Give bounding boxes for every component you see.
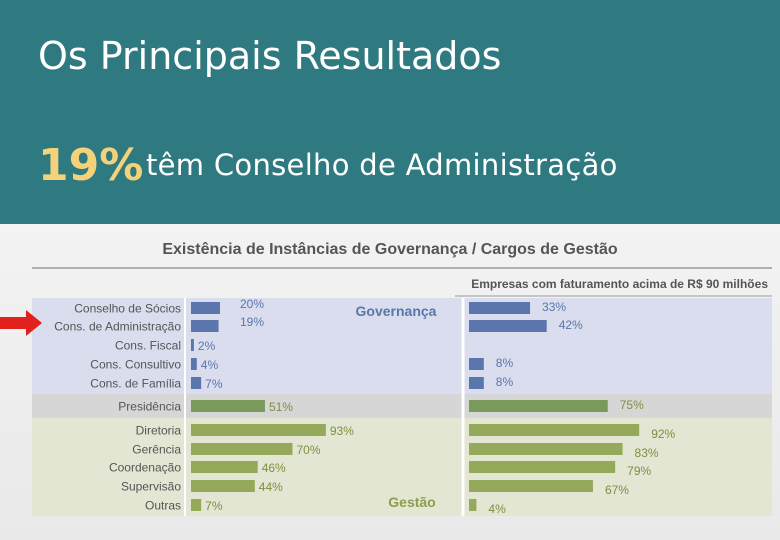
highlight-stat-value: 19% (38, 140, 144, 191)
governance-bar-chart: Existência de Instâncias de Governança /… (32, 241, 772, 516)
bar-all-presidencia (191, 400, 265, 412)
category-label-coordenacao: Coordenação (109, 461, 181, 475)
slide-header: Os Principais Resultados 19% têm Conselh… (0, 0, 780, 224)
governanca-band (32, 298, 772, 394)
data-label-large-cons-de-familia: 8% (496, 375, 514, 389)
data-label-large-supervisao: 67% (605, 483, 629, 497)
bar-all-gerencia (191, 443, 293, 455)
bar-large-conselho-de-socios (469, 302, 531, 314)
gestao-band (32, 418, 772, 516)
data-label-all-diretoria: 93% (330, 424, 354, 438)
category-label-cons-consultivo: Cons. Consultivo (90, 358, 181, 372)
bar-all-diretoria (191, 424, 326, 436)
bar-large-supervisao (469, 480, 593, 492)
highlight-arrow-icon (0, 310, 42, 336)
data-label-large-coordenacao: 79% (627, 464, 651, 478)
category-label-outras: Outras (145, 499, 181, 513)
bar-all-conselho-de-socios (191, 302, 220, 314)
data-label-all-coordenacao: 46% (262, 461, 286, 475)
data-label-large-diretoria: 92% (651, 427, 675, 441)
bar-all-cons-consultivo (191, 358, 197, 370)
data-label-large-cons-de-administracao: 42% (559, 318, 583, 332)
data-label-all-cons-consultivo: 4% (201, 358, 219, 372)
bar-large-cons-consultivo (469, 358, 484, 370)
bar-large-diretoria (469, 424, 640, 436)
chart-panel: Existência de Instâncias de Governança /… (0, 224, 780, 540)
presidencia-band (32, 394, 772, 418)
data-label-large-conselho-de-socios: 33% (542, 300, 566, 314)
bar-all-cons-fiscal (191, 339, 194, 351)
data-label-large-outras: 4% (488, 502, 506, 516)
slide-title: Os Principais Resultados (38, 34, 502, 78)
data-label-large-cons-consultivo: 8% (496, 356, 514, 370)
highlight-stat-text: têm Conselho de Administração (146, 148, 618, 182)
bar-all-outras (191, 499, 202, 511)
data-label-all-cons-fiscal: 2% (198, 339, 216, 353)
bar-large-presidencia (469, 400, 608, 412)
category-label-supervisao: Supervisão (121, 480, 181, 494)
bar-all-cons-de-familia (191, 377, 202, 389)
data-label-all-conselho-de-socios: 20% (240, 297, 264, 311)
category-label-cons-de-administracao: Cons. de Administração (54, 320, 181, 334)
data-label-all-supervisao: 44% (259, 480, 283, 494)
bar-all-supervisao (191, 480, 255, 492)
bar-all-coordenacao (191, 461, 258, 473)
bar-all-cons-de-administracao (191, 320, 219, 332)
category-label-gerencia: Gerência (132, 443, 181, 457)
bar-large-coordenacao (469, 461, 616, 473)
category-label-presidencia: Presidência (118, 400, 181, 414)
category-label-conselho-de-socios: Conselho de Sócios (74, 302, 181, 316)
bar-large-cons-de-administracao (469, 320, 547, 332)
data-label-large-presidencia: 75% (620, 398, 644, 412)
bar-large-gerencia (469, 443, 623, 455)
data-label-all-cons-de-administracao: 19% (240, 315, 264, 329)
data-label-large-gerencia: 83% (635, 446, 659, 460)
bar-large-cons-de-familia (469, 377, 484, 389)
chart-title: Existência de Instâncias de Governança /… (162, 241, 618, 258)
category-label-cons-de-familia: Cons. de Família (90, 377, 181, 391)
data-label-all-presidencia: 51% (269, 400, 293, 414)
data-label-all-cons-de-familia: 7% (205, 377, 223, 391)
group-label-gestao: Gestão (388, 494, 435, 510)
category-label-cons-fiscal: Cons. Fiscal (115, 339, 181, 353)
category-label-diretoria: Diretoria (136, 424, 182, 438)
data-label-all-gerencia: 70% (297, 443, 321, 457)
group-label-governanca: Governança (356, 303, 437, 319)
data-label-all-outras: 7% (205, 499, 223, 513)
bar-large-outras (469, 499, 477, 511)
right-subtitle: Empresas com faturamento acima de R$ 90 … (471, 277, 768, 291)
